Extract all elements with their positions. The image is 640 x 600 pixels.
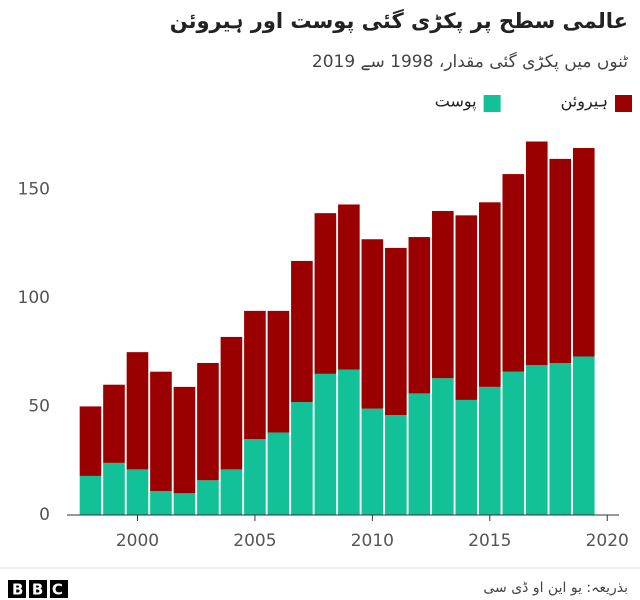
y-tick-label: 0	[39, 505, 50, 525]
logo-box	[8, 580, 26, 598]
bar-segment	[572, 148, 595, 357]
bar-segment	[549, 158, 572, 363]
bar-segment	[572, 356, 595, 515]
y-tick-label: 50	[28, 396, 50, 416]
bar-segment	[314, 213, 337, 374]
bar-segment	[525, 141, 548, 366]
x-tick-label: 2010	[351, 531, 394, 551]
legend-label: پوست	[435, 92, 477, 112]
chart-subtitle: ٹنوں میں پکڑی گئی مقدار، 1998 سے 2019	[312, 51, 628, 72]
bar-segment	[385, 415, 407, 515]
legend-swatch	[615, 95, 632, 112]
bar-segment	[267, 310, 290, 433]
bar-segment	[150, 371, 172, 492]
bar-segment	[103, 384, 125, 463]
chart-title: عالمی سطح پر پکڑی گئی پوست اور ہیروئن	[170, 8, 628, 33]
bar-segment	[361, 408, 384, 515]
bar-segment	[291, 260, 313, 403]
bar-segment	[338, 204, 360, 370]
logo-box	[50, 580, 68, 598]
bar-segment	[197, 480, 219, 515]
x-tick-label: 2020	[586, 531, 629, 551]
bar-segment	[502, 174, 525, 372]
bar-segment	[291, 402, 313, 515]
bar-segment	[549, 363, 572, 515]
logo-box	[29, 580, 47, 598]
bar-segment	[267, 432, 290, 515]
logo: BBC	[12, 581, 71, 599]
legend-swatch	[483, 95, 501, 112]
bar-segment	[79, 406, 102, 476]
x-tick-label: 2005	[233, 531, 276, 551]
bar-segment	[244, 310, 266, 439]
bar-segment	[314, 373, 337, 515]
bar-segment	[103, 462, 125, 515]
legend-label: ہیروئن	[561, 92, 608, 112]
bar-segment	[197, 363, 219, 481]
bar-segment	[479, 386, 501, 515]
legend: ہیروئن پوست	[435, 92, 632, 112]
bar-segment	[220, 469, 243, 515]
source: بذریعہ: یو این او ڈی سی	[483, 580, 628, 596]
bar-segment	[455, 215, 478, 400]
bar-segment	[126, 469, 149, 515]
bar-segment	[126, 352, 149, 470]
bar-segment	[432, 378, 454, 515]
bar-segment	[361, 239, 384, 409]
y-tick-label: 150	[18, 179, 50, 199]
x-tick-label: 2015	[468, 531, 511, 551]
bar-segment	[455, 399, 478, 515]
bar-segment	[79, 475, 102, 515]
bar-segment	[220, 336, 243, 470]
bar-segment	[408, 237, 431, 394]
bar-segment	[173, 386, 196, 494]
bar-segment	[338, 369, 360, 515]
bar-segment	[408, 393, 431, 515]
bar-segment	[244, 439, 266, 515]
bar-segment	[502, 371, 525, 515]
y-tick-label: 100	[18, 288, 50, 308]
bar-segment	[385, 247, 407, 416]
bar-segment	[525, 365, 548, 515]
x-tick-label: 2000	[116, 531, 159, 551]
bar-segment	[150, 491, 172, 515]
bar-segment	[173, 493, 196, 515]
bar-segment	[432, 211, 454, 379]
bar-segment	[479, 202, 501, 387]
